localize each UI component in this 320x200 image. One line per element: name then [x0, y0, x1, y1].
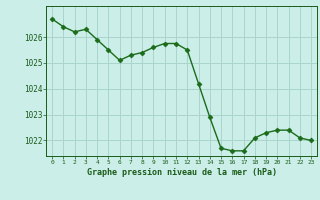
X-axis label: Graphe pression niveau de la mer (hPa): Graphe pression niveau de la mer (hPa) — [87, 168, 276, 177]
